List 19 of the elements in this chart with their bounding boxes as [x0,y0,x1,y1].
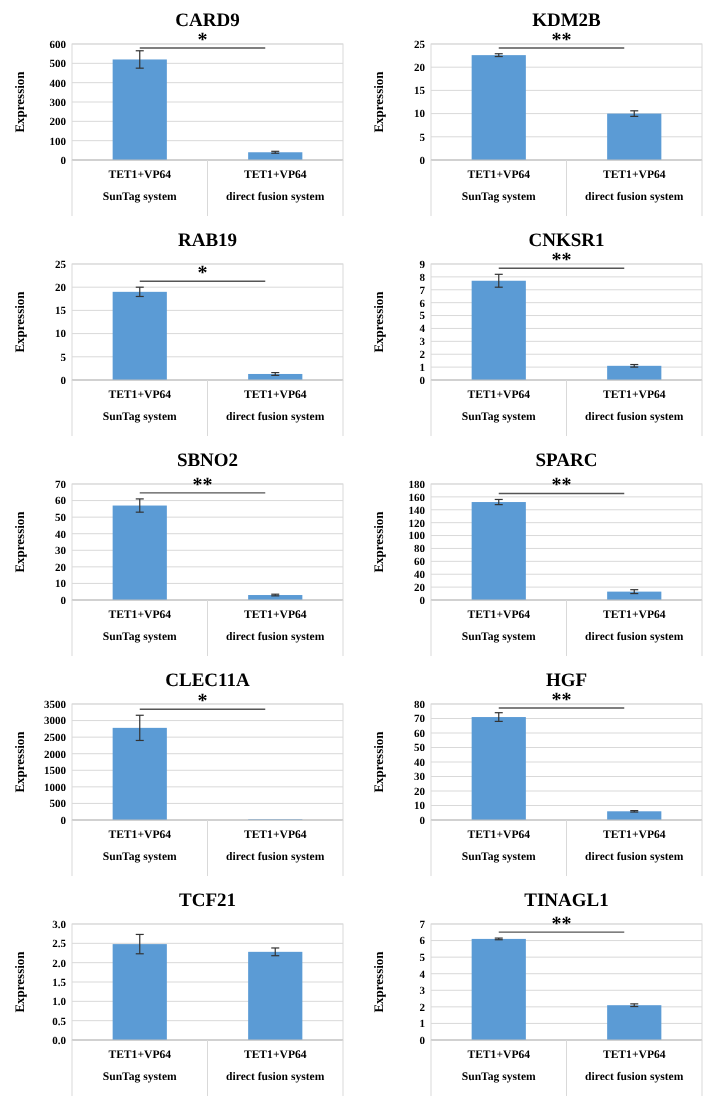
chart-title: KDM2B [532,12,603,32]
chart-title: HGF [545,672,588,692]
annotation: * [197,263,208,286]
chart-title: RAB19 [177,232,238,252]
annotation: ** [551,914,572,937]
chart-title: CLEC11A [165,672,251,692]
chart-title: TCF21 [179,892,237,912]
annotation: ** [551,690,572,712]
annotation: * [197,691,208,714]
annotation: ** [551,250,572,273]
annotation: * [197,30,208,52]
chart-title: CARD9 [175,12,241,32]
annotation: ** [551,475,572,498]
chart-title: SPARC [535,452,598,472]
chart-title: TINAGL1 [524,892,610,912]
annotation: ** [192,474,213,497]
chart-title: SBNO2 [176,452,239,472]
chart-title: CNKSR1 [528,232,605,252]
annotation: ** [551,30,572,52]
